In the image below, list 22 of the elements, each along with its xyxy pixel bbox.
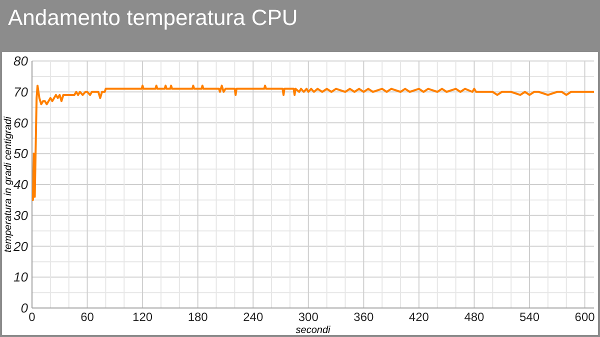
y-axis-title: temperatura in gradi centigradi bbox=[3, 116, 14, 252]
x-tick-label: 120 bbox=[132, 310, 153, 324]
y-tick-label: 80 bbox=[14, 54, 29, 69]
y-tick-label: 50 bbox=[14, 146, 29, 162]
x-tick-label: 240 bbox=[243, 310, 264, 324]
y-tick-label: 60 bbox=[14, 115, 29, 130]
x-tick-label: 540 bbox=[519, 310, 540, 324]
y-tick-label: 70 bbox=[14, 84, 29, 100]
x-tick-label: 600 bbox=[574, 310, 596, 324]
x-tick-label: 300 bbox=[298, 310, 319, 324]
chart-title: Andamento temperatura CPU bbox=[8, 5, 298, 30]
x-tick-label: 420 bbox=[408, 310, 430, 324]
y-tick-label: 20 bbox=[12, 238, 29, 254]
x-axis-title: secondi bbox=[296, 325, 332, 336]
x-tick-label: 480 bbox=[464, 310, 485, 324]
y-tick-label: 30 bbox=[14, 208, 29, 223]
y-tick-label: 40 bbox=[14, 177, 29, 192]
line-series bbox=[31, 84, 595, 201]
x-tick-label: 180 bbox=[188, 310, 208, 324]
x-tick-label: 360 bbox=[354, 310, 374, 324]
y-tick-label: 10 bbox=[14, 270, 29, 285]
x-tick-label: 60 bbox=[80, 310, 94, 324]
